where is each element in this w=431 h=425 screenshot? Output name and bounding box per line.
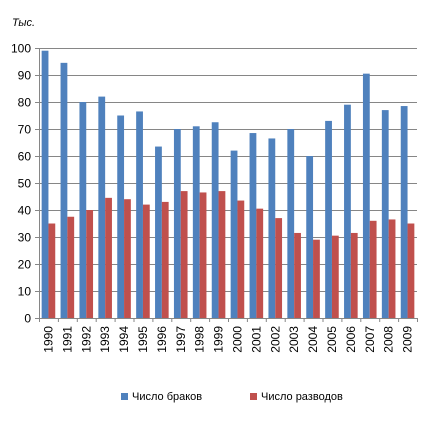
bar-marriages	[287, 129, 295, 318]
bar-divorces	[86, 210, 94, 318]
x-tick-label: 2002	[268, 326, 282, 353]
x-tick-label: 1996	[155, 326, 169, 353]
x-tick-label: 1994	[117, 326, 131, 353]
legend-label: Число браков	[132, 391, 202, 403]
bar-divorces	[294, 232, 301, 318]
y-tick-label: 90	[18, 69, 32, 83]
bar-marriages	[306, 156, 314, 318]
x-tick-label: 1992	[79, 326, 93, 353]
y-tick-label: 100	[11, 42, 31, 56]
y-tick-label: 40	[18, 204, 32, 218]
bar-divorces	[350, 232, 358, 318]
x-tick-label: 1995	[136, 326, 150, 353]
bar-marriages	[230, 150, 238, 318]
bar-marriages	[173, 129, 181, 318]
bar-marriages	[41, 50, 49, 318]
x-tick-label: 2009	[401, 326, 415, 353]
bar-divorces	[331, 235, 339, 318]
bar-marriages	[344, 104, 351, 318]
y-tick-label: 80	[18, 96, 32, 110]
bar-marriages	[249, 133, 257, 318]
bar-marriages	[400, 106, 408, 318]
bar-divorces	[275, 218, 283, 318]
x-tick-label: 1991	[60, 326, 74, 353]
bar-marriages	[325, 120, 332, 319]
bar-divorces	[105, 197, 112, 318]
x-tick-label: 2003	[287, 326, 301, 353]
y-tick-label: 50	[18, 177, 32, 191]
x-axis-ticks: 1990 1991 1992 1993 1994 1995 1996 1997 1998 1999…	[41, 326, 414, 353]
bar-marriages	[268, 138, 276, 318]
legend: Число браков Число разводов	[121, 391, 343, 403]
gridlines	[39, 48, 417, 292]
bars	[41, 50, 415, 319]
unit-label: Тыс.	[12, 17, 35, 29]
bar-divorces	[313, 239, 320, 318]
bar-divorces	[180, 191, 188, 318]
bar-marriages	[60, 62, 68, 318]
bar-marriages	[192, 126, 200, 318]
y-axis-ticks: 0 10 20 30 40 50 60 70 80 90 100	[11, 42, 31, 326]
bar-marriages	[211, 122, 219, 318]
bar-divorces	[388, 219, 396, 318]
x-tick-label: 1993	[98, 326, 112, 353]
y-tick-label: 0	[24, 312, 31, 326]
bar-divorces	[218, 191, 226, 318]
y-tick-label: 30	[18, 231, 32, 245]
x-tick-label: 2004	[306, 326, 320, 353]
x-tick-label: 2000	[230, 326, 244, 353]
bar-divorces	[67, 216, 75, 318]
bar-divorces	[237, 200, 245, 318]
y-tick-label: 20	[18, 258, 32, 272]
bar-divorces	[407, 223, 415, 318]
x-tick-label: 1998	[193, 326, 207, 353]
bar-marriages	[381, 110, 389, 318]
x-tick-label: 2005	[325, 326, 339, 353]
bar-divorces	[369, 220, 377, 318]
bar-marriages	[136, 111, 143, 318]
x-tick-label: 2006	[344, 326, 358, 353]
x-tick-label: 2007	[363, 326, 377, 353]
bar-marriages	[79, 102, 87, 318]
x-tick-label: 2008	[382, 326, 396, 353]
y-tick-label: 10	[18, 285, 32, 299]
bar-divorces	[142, 204, 150, 318]
bar-divorces	[161, 201, 169, 318]
legend-swatch	[121, 393, 128, 400]
bar-divorces	[48, 223, 56, 318]
x-tick-label: 2001	[249, 326, 263, 353]
x-tick-label: 1990	[41, 326, 55, 353]
bar-marriages	[98, 96, 106, 318]
bar-marriages	[362, 73, 370, 319]
legend-label: Число разводов	[261, 391, 343, 403]
x-tick-label: 1999	[212, 326, 226, 353]
y-tick-label: 60	[18, 150, 32, 164]
bar-divorces	[256, 208, 264, 318]
bar-divorces	[199, 192, 207, 318]
y-tick-label: 70	[18, 123, 32, 137]
bar-marriages	[155, 146, 162, 318]
x-tick-label: 1997	[174, 326, 188, 353]
legend-swatch	[250, 393, 257, 400]
bar-divorces	[124, 199, 131, 318]
bar-marriages	[117, 115, 125, 318]
axes	[35, 48, 418, 322]
